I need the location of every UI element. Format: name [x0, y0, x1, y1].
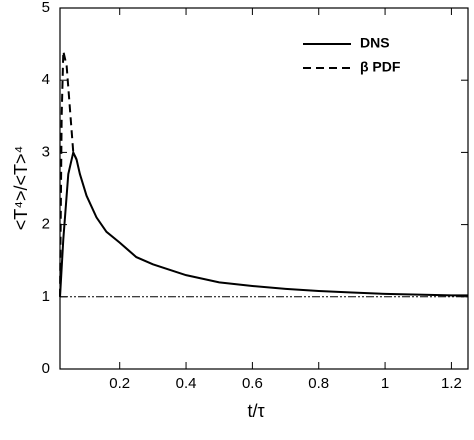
y-axis-label: <T⁴>/<T>⁴	[11, 146, 31, 231]
y-tick-label: 1	[42, 288, 50, 305]
x-tick-label: 0.6	[242, 375, 263, 392]
plot-frame	[59, 7, 469, 370]
x-tick-label: 0.4	[176, 375, 197, 392]
y-tick-label: 3	[42, 143, 50, 160]
y-tick-label: 2	[42, 216, 50, 233]
y-tick-label: 5	[42, 0, 50, 16]
series-line	[59, 51, 78, 297]
legend-label: β PDF	[360, 59, 401, 75]
x-tick-label: 0.2	[109, 375, 130, 392]
y-tick-label: 4	[42, 71, 50, 88]
x-tick-label: 1.2	[441, 375, 462, 392]
x-tick-label: 1	[381, 375, 389, 392]
x-tick-label: 0.8	[308, 375, 329, 392]
x-axis-label: t/τ	[247, 401, 264, 421]
legend-label: DNS	[360, 35, 390, 51]
y-tick-label: 0	[42, 360, 50, 377]
series-line	[59, 149, 468, 297]
